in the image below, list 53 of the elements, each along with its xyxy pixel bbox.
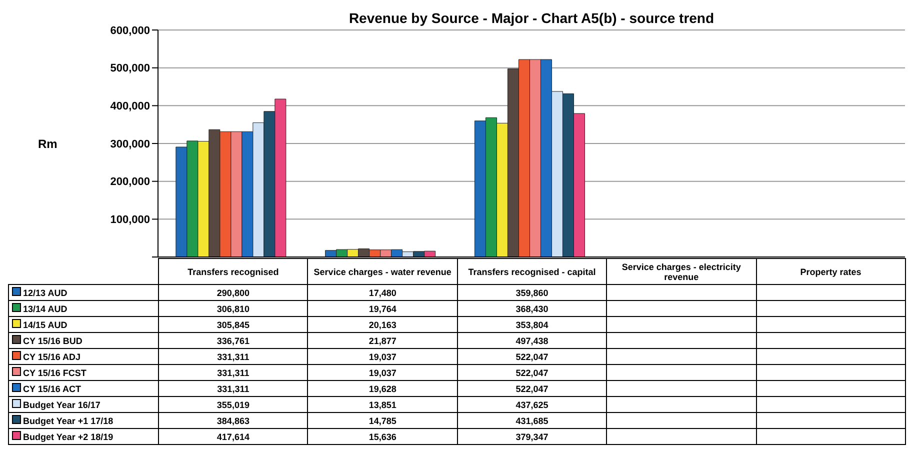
data-label: 305,845 (158, 316, 308, 332)
data-label: 379,347 (457, 428, 607, 444)
legend-label: CY 15/16 FCST (8, 364, 158, 380)
data-label: 431,685 (457, 412, 607, 428)
data-label: 384,863 (158, 412, 308, 428)
legend-label: Budget Year +2 18/19 (8, 428, 158, 444)
y-tick-label: 400,000 (110, 100, 150, 113)
data-label: 522,047 (457, 380, 607, 396)
data-label: 353,804 (457, 316, 607, 332)
legend-label: Budget Year 16/17 (8, 396, 158, 412)
x-tick-label: Transfers recognised - capital (457, 258, 607, 284)
data-label: 19,037 (308, 364, 458, 380)
x-tick-label: Transfers recognised (158, 258, 308, 284)
x-tick-label: Service charges - electricity revenue (606, 258, 756, 284)
legend-label: CY 15/16 BUD (8, 332, 158, 348)
legend-label: CY 15/16 ADJ (8, 348, 158, 364)
data-label: 19,037 (308, 348, 458, 364)
y-tick-label: 500,000 (110, 62, 150, 75)
y-tick-label: 300,000 (110, 138, 150, 150)
data-label: 336,761 (158, 332, 308, 348)
data-label: 331,311 (158, 380, 308, 396)
data-label: 331,311 (158, 348, 308, 364)
data-label: 331,311 (158, 364, 308, 380)
data-label: 19,628 (308, 380, 458, 396)
data-label: 417,614 (158, 428, 308, 444)
data-label: 437,625 (457, 396, 607, 412)
data-label: 522,047 (457, 364, 607, 380)
data-label: 13,851 (308, 396, 458, 412)
data-label: 17,480 (308, 284, 458, 300)
data-label: 19,764 (308, 300, 458, 316)
data-label: 21,877 (308, 332, 458, 348)
data-label: 368,430 (457, 300, 607, 316)
x-tick-label: Property rates (756, 258, 906, 284)
y-tick-label: 200,000 (110, 176, 150, 188)
data-label: 306,810 (158, 300, 308, 316)
y-tick-label: 100,000 (110, 214, 150, 226)
x-tick-label: Service charges - water revenue (308, 258, 458, 284)
data-label: 359,860 (457, 284, 607, 300)
legend-label: 14/15 AUD (8, 316, 158, 332)
data-label: 14,785 (308, 412, 458, 428)
data-label: 522,047 (457, 348, 607, 364)
data-label: 15,636 (308, 428, 458, 444)
y-tick-label: 600,000 (110, 24, 150, 37)
legend-label: 12/13 AUD (8, 284, 158, 300)
data-label: 20,163 (308, 316, 458, 332)
legend-label: Budget Year +1 17/18 (8, 412, 158, 428)
chart-title: Revenue by Source - Major - Chart A5(b) - source trend (348, 10, 716, 26)
legend-label: CY 15/16 ACT (8, 380, 158, 396)
data-label: 497,438 (457, 332, 607, 348)
data-label: 290,800 (158, 284, 308, 300)
data-label: 355,019 (158, 396, 308, 412)
y-axis-title: Rm (38, 136, 58, 151)
legend-label: 13/14 AUD (8, 300, 158, 316)
